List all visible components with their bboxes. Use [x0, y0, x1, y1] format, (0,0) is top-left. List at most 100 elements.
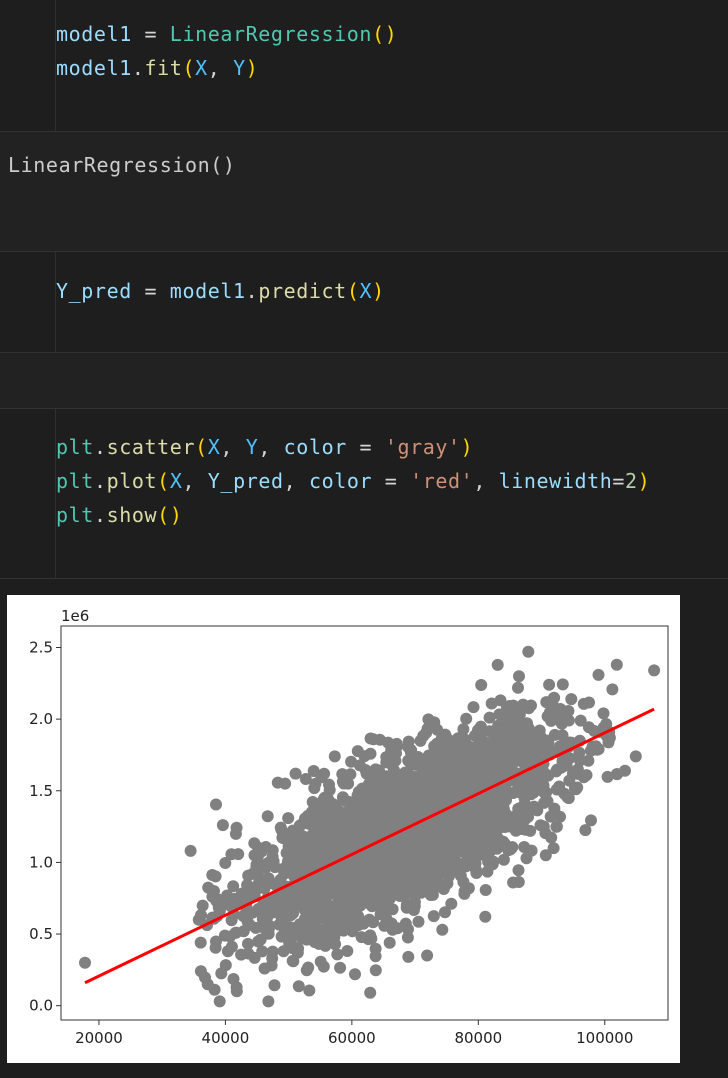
scatter-point: [459, 756, 472, 769]
scatter-point: [331, 807, 344, 820]
plot-frame: [60, 625, 669, 1021]
scatter-point: [206, 869, 219, 881]
code-line: plt.plot(X, Y_pred, color = 'red', linew…: [56, 464, 650, 498]
scatter-point: [395, 802, 408, 814]
code-token: LinearRegression: [169, 22, 373, 46]
scatter-point: [512, 681, 524, 694]
scatter-point: [629, 750, 642, 763]
scatter-point: [460, 712, 473, 725]
scatter-point: [412, 915, 425, 928]
code-token: ,: [207, 56, 234, 80]
scatter-point: [283, 896, 296, 909]
scatter-point: [597, 707, 610, 720]
scatter-point: [369, 942, 382, 955]
code-token: =: [131, 279, 170, 303]
output-text: LinearRegression(): [8, 153, 236, 177]
scatter-point: [610, 658, 623, 671]
scatter-point: [327, 900, 340, 913]
code-token: (: [157, 469, 170, 493]
scatter-plot-output: 20000 40000 60000 80000 100000 0.0 0.5 1.0 1.5 2.…: [7, 595, 680, 1063]
scatter-point: [364, 747, 377, 760]
scatter-point: [184, 844, 197, 857]
scatter-point: [479, 884, 492, 896]
code-token: 'gray': [384, 435, 461, 459]
code-token: predict: [258, 279, 347, 303]
scatter-point: [539, 849, 552, 862]
scatter-point: [323, 784, 336, 796]
scatter-point: [403, 900, 416, 913]
scatter-point: [364, 986, 377, 999]
scatter-point: [394, 880, 406, 893]
scatter-point: [414, 734, 427, 747]
scatter-point: [325, 817, 337, 830]
scatter-point: [522, 753, 535, 766]
code-token: X: [359, 279, 373, 303]
scatter-point: [388, 863, 401, 876]
code-token: =: [372, 469, 411, 493]
scatter-point: [312, 937, 325, 950]
scatter-point: [493, 822, 506, 834]
cell-gutter: [55, 252, 56, 352]
scatter-point: [491, 658, 504, 671]
scatter-point: [479, 910, 492, 923]
code-cell-fit[interactable]: model1 = LinearRegression() model1.fit(X…: [0, 0, 728, 131]
scatter-point: [219, 857, 232, 869]
scatter-point: [349, 968, 361, 981]
scatter-point: [282, 840, 295, 853]
scatter-point: [402, 754, 415, 767]
scatter-point: [562, 705, 575, 717]
scatter-point: [328, 931, 341, 944]
scatter-point: [295, 818, 308, 831]
scatter-point: [414, 842, 427, 855]
scatter-point: [500, 748, 513, 761]
code-token: X: [169, 469, 183, 493]
scatter-point: [299, 773, 312, 785]
scatter-point: [251, 869, 264, 882]
scatter-point: [192, 913, 205, 926]
scatter-point: [583, 696, 595, 709]
code-token: fit: [144, 56, 183, 80]
scatter-point: [476, 734, 488, 747]
ticks-layer: 20000 40000 60000 80000 100000 0.0 0.5 1.0 1.5 2.…: [29, 638, 633, 1047]
scatter-point: [475, 679, 488, 691]
cell-divider: [0, 251, 728, 252]
scatter-point: [513, 670, 525, 683]
scatter-point: [431, 723, 444, 736]
code-token: scatter: [106, 435, 196, 459]
scatter-point: [308, 782, 321, 795]
scatter-point: [550, 820, 563, 833]
x-tick-label: 20000: [75, 1029, 123, 1047]
scatter-point: [541, 795, 554, 808]
scatter-point: [411, 784, 424, 797]
scatter-point: [271, 776, 284, 789]
scatter-point: [459, 830, 472, 843]
scatter-point: [547, 842, 560, 855]
code-cell-plot[interactable]: plt.scatter(X, Y, color = 'gray') plt.pl…: [0, 409, 728, 578]
scatter-point: [258, 882, 271, 895]
scatter-point: [368, 799, 381, 812]
scatter-point: [507, 876, 520, 889]
scatter-point: [439, 906, 451, 919]
scatter-point: [541, 710, 554, 723]
regression-line-layer: [84, 707, 655, 985]
scatter-point: [556, 755, 569, 767]
scatter-point: [558, 787, 571, 800]
scatter-point: [425, 845, 437, 858]
scatter-point: [399, 766, 411, 779]
scatter-point: [274, 821, 287, 834]
scatter-point: [497, 802, 510, 815]
code-token: show: [106, 503, 158, 527]
code-cell-predict[interactable]: Y_pred = model1.predict(X): [0, 252, 728, 352]
y-tick-label: 0.0: [29, 997, 53, 1015]
scatter-point: [227, 880, 240, 893]
scatter-point: [287, 955, 300, 968]
code-token: (: [195, 435, 208, 459]
code-token: color: [283, 435, 347, 459]
scatter-point: [512, 864, 525, 877]
scatter-point: [252, 903, 265, 915]
scatter-point: [230, 985, 243, 998]
scatter-point: [441, 786, 454, 798]
scatter-point: [648, 664, 661, 677]
scatter-point: [497, 853, 510, 866]
scatter-point: [525, 699, 537, 712]
